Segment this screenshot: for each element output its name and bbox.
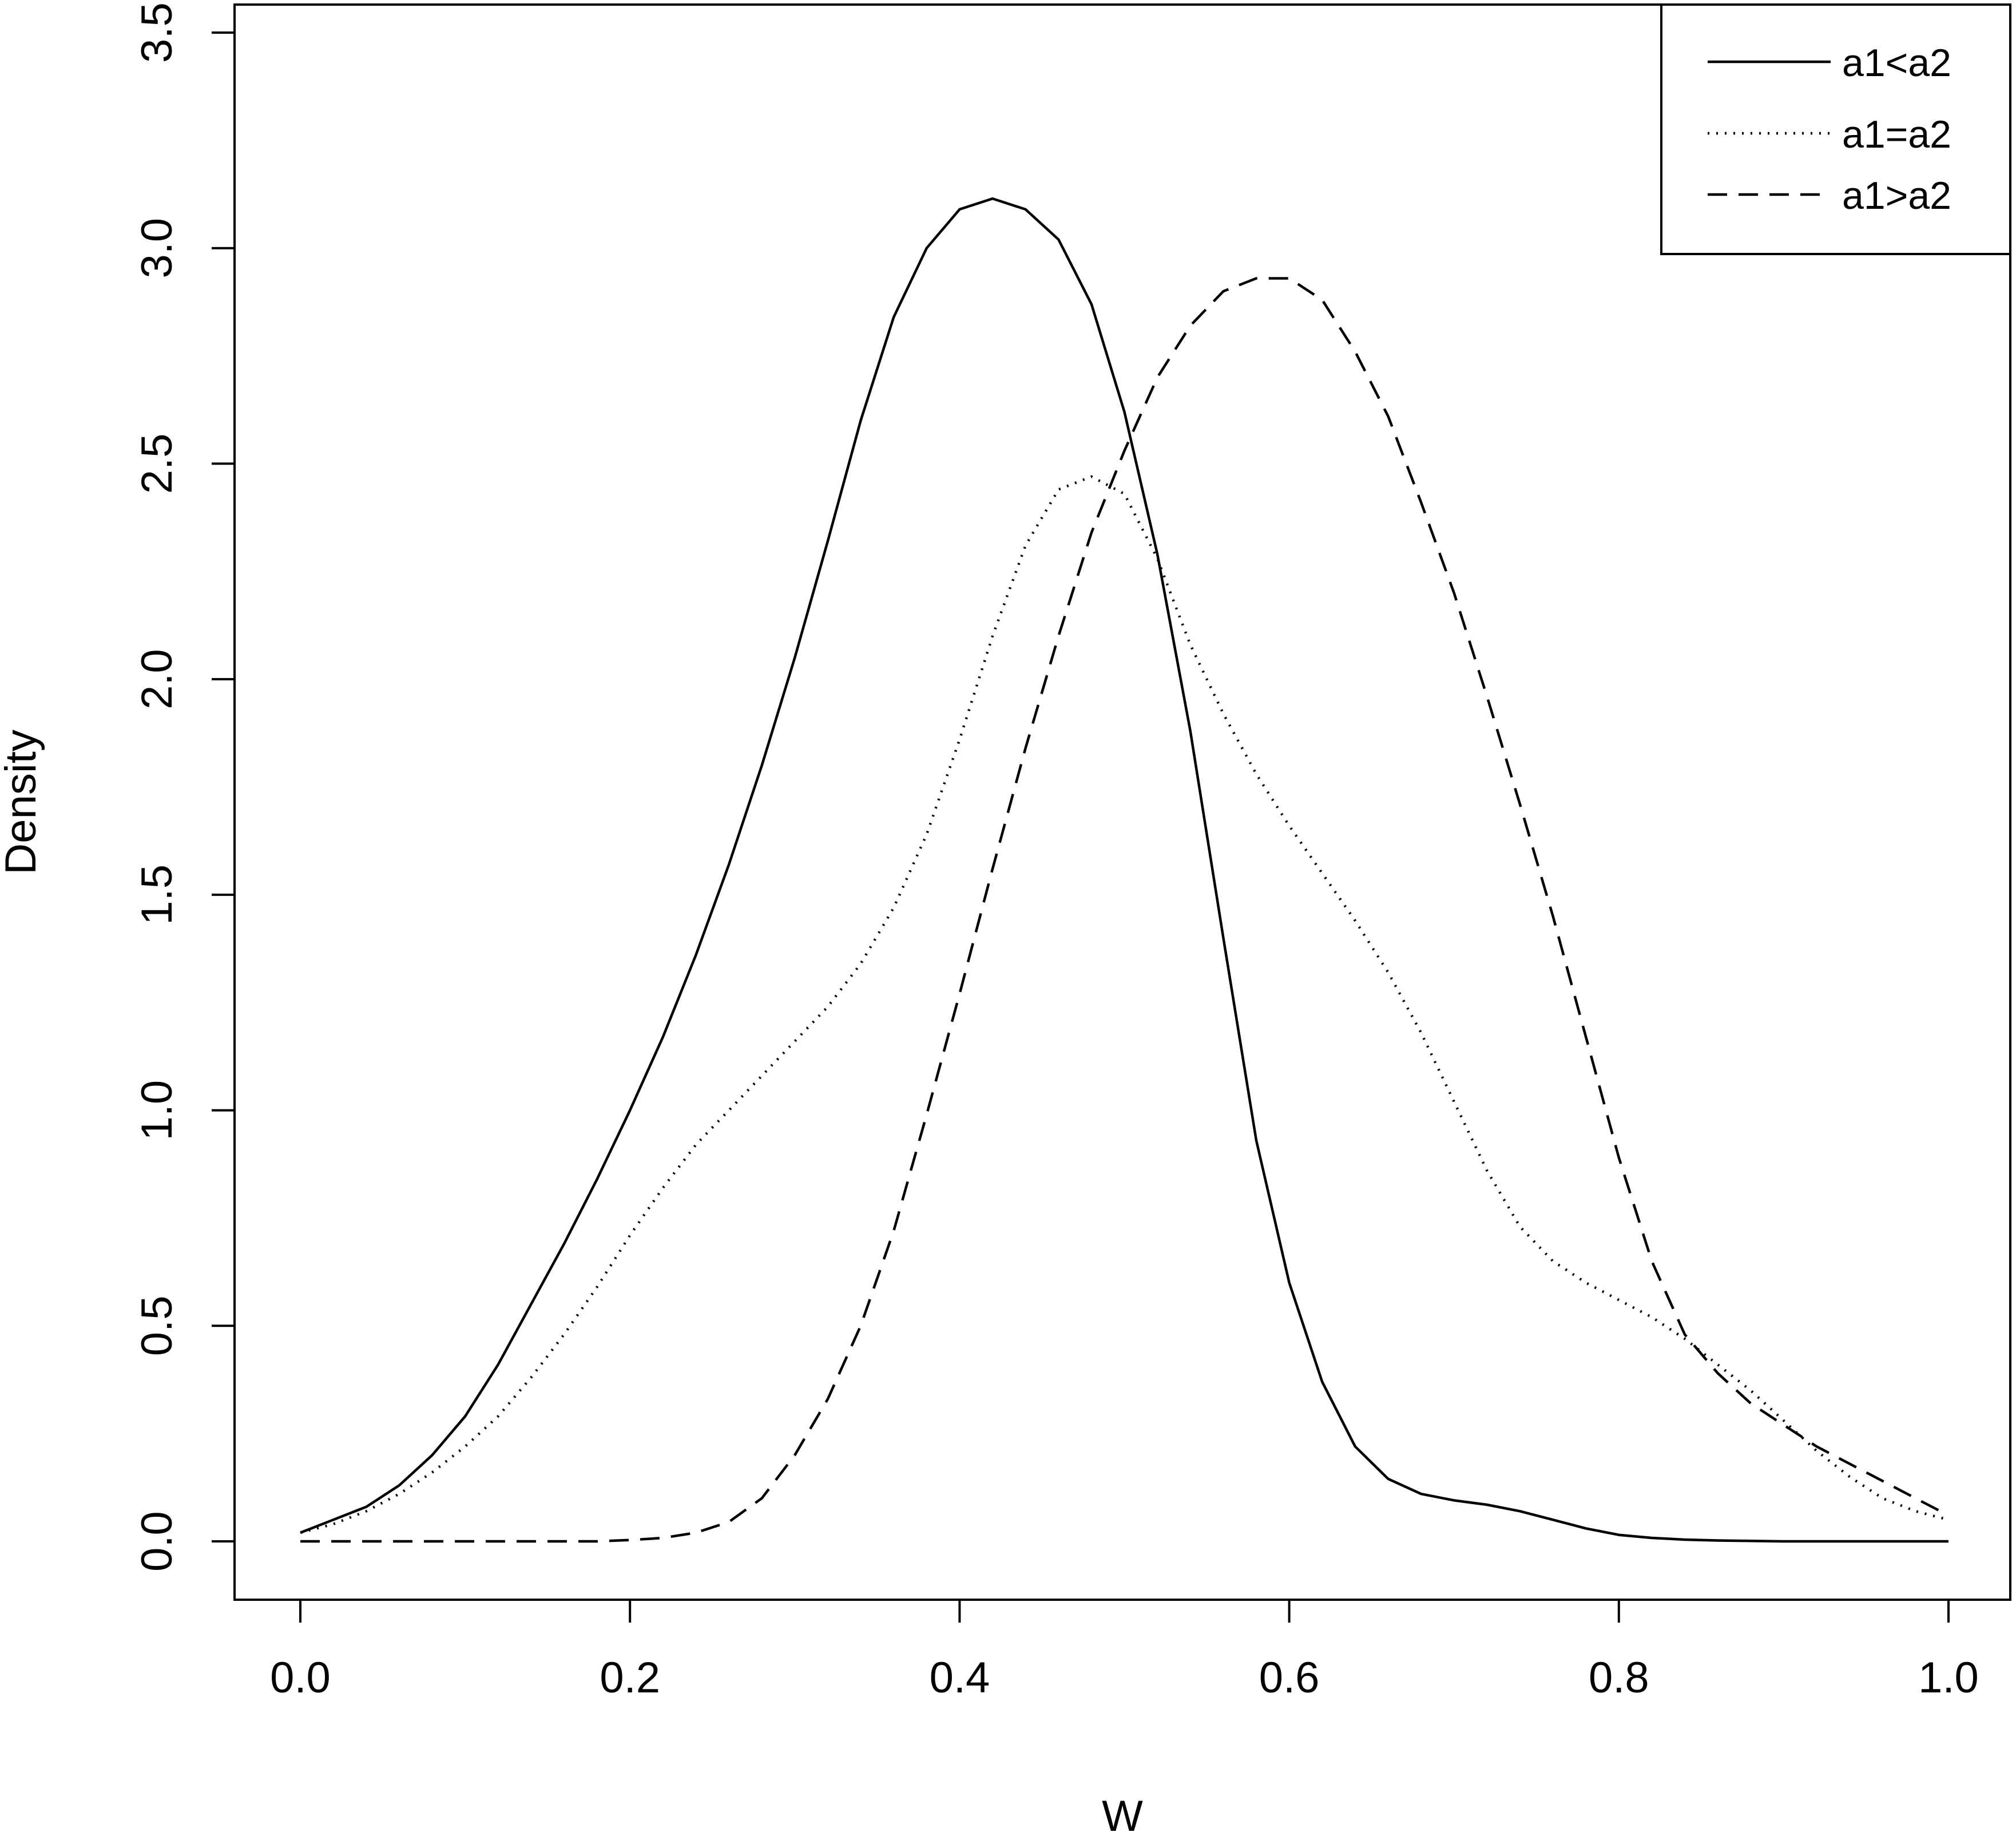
y-axis-title: Density	[0, 729, 45, 874]
legend-label-2: a1=a2	[1842, 113, 1951, 156]
series-line-1	[300, 197, 1948, 1543]
legend-label-1: a1<a2	[1842, 41, 1951, 85]
y-tick-label: 3.5	[133, 2, 181, 63]
y-tick-label: 0.5	[133, 1295, 181, 1356]
x-tick-label: 0.2	[600, 1653, 660, 1702]
legend-label-3: a1>a2	[1842, 174, 1951, 217]
x-tick-label: 0.0	[270, 1653, 331, 1702]
x-tick-label: 1.0	[1918, 1653, 1979, 1702]
series-line-3	[300, 277, 1950, 1543]
y-axis: 0.0 0.5 1.0 1.5 2.0 2.5 3.0 3.5	[133, 2, 236, 1572]
y-tick-label: 2.5	[133, 434, 181, 494]
series-lines	[300, 197, 1950, 1543]
x-axis: 0.0 0.2 0.4 0.6 0.8 1.0	[270, 1599, 1979, 1702]
series-line-2	[300, 475, 1949, 1534]
legend: a1<a2 a1=a2 a1>a2	[1660, 3, 2011, 255]
x-axis-title: W	[1102, 1792, 1143, 1836]
legend-box	[1660, 3, 2011, 255]
y-tick-label: 0.0	[133, 1511, 181, 1572]
y-tick-label: 1.0	[133, 1080, 181, 1141]
x-tick-label: 0.8	[1589, 1653, 1649, 1702]
y-tick-label: 2.0	[133, 649, 181, 709]
x-tick-label: 0.6	[1259, 1653, 1320, 1702]
x-tick-label: 0.4	[930, 1653, 990, 1702]
y-tick-label: 3.0	[133, 218, 181, 279]
y-tick-label: 1.5	[133, 865, 181, 925]
